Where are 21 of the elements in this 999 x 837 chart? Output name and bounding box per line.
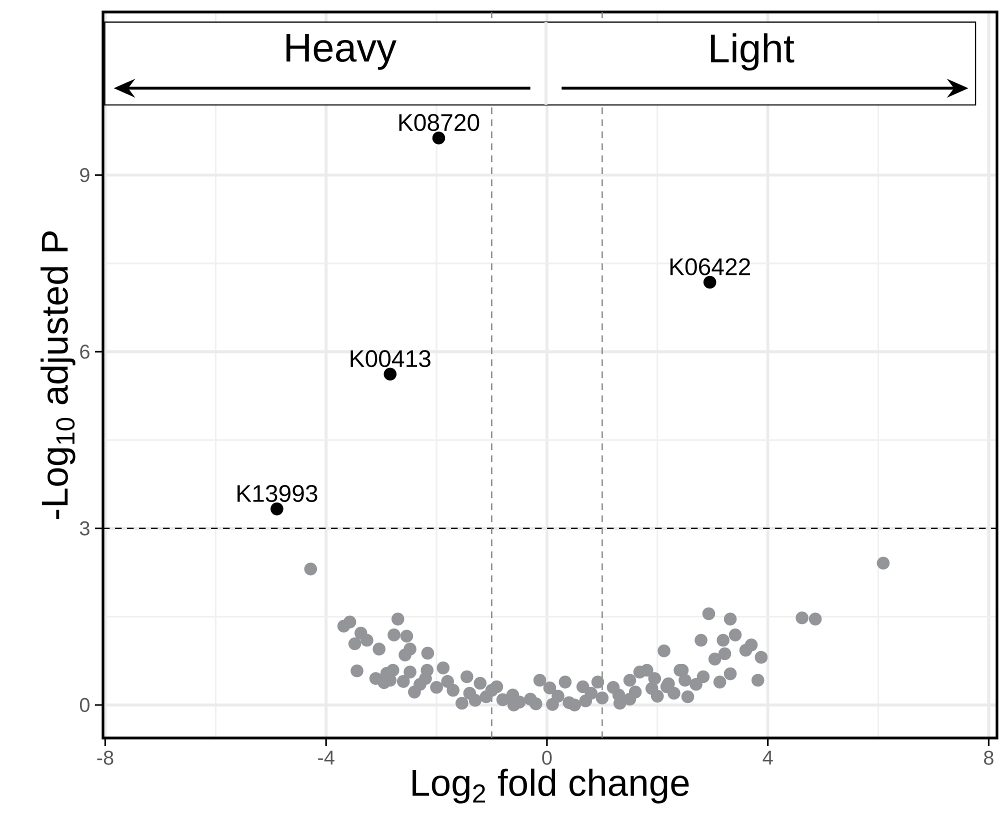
x-axis-title: Log$_{2}$ fold change [412,768,689,804]
x-tick-label: -8 [97,750,114,765]
y-tick-label: 0 [80,698,90,712]
annotation: K00413 [350,350,430,368]
x-tick-label: 8 [984,750,994,765]
annotation: K06422 [670,258,750,276]
point [432,132,446,144]
y-axis-title: -Log$_{10}$ adjusted P [40,231,76,519]
point [270,502,284,516]
y-tick-label: 6 [80,344,90,359]
x-tick-label: -4 [318,750,334,764]
annotation: K13993 [238,485,318,502]
annotation: Light [711,33,794,71]
point [703,276,716,289]
annotation: K08720 [399,114,480,132]
x-tick-label: 4 [762,750,773,764]
x-tick-label: 0 [542,750,552,765]
annotation: Heavy [286,34,397,70]
y-tick-label: 3 [80,521,90,536]
point [384,368,397,381]
y-tick-label: 9 [80,168,90,182]
